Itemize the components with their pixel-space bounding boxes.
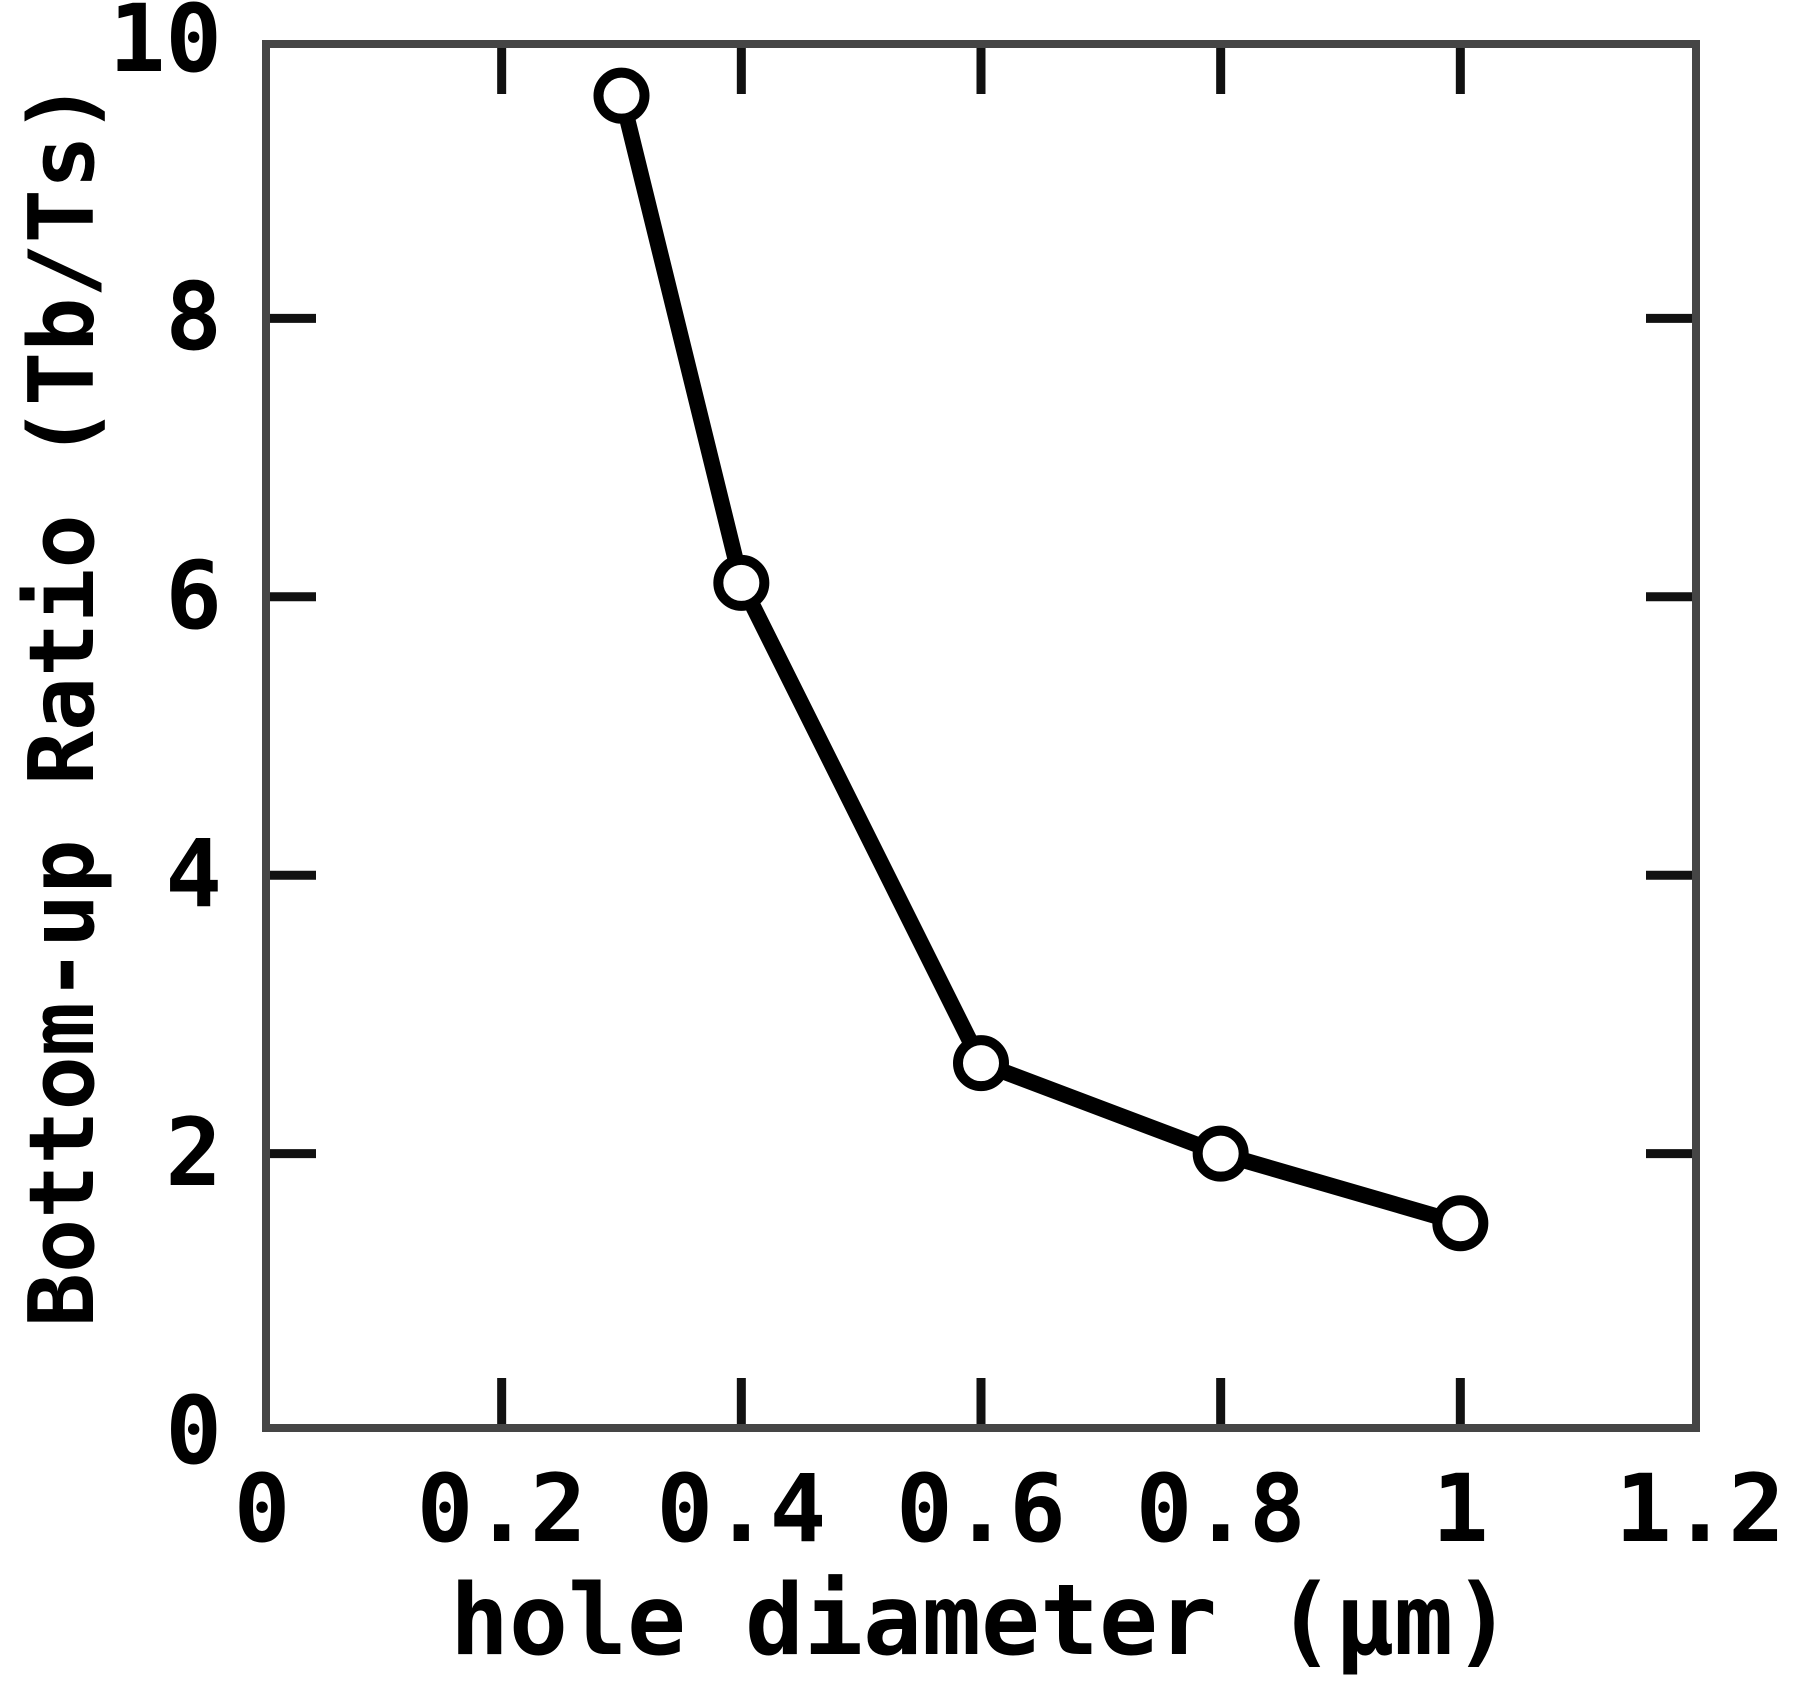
- y-tick-label: 6: [165, 541, 222, 651]
- x-tick-label: 0.6: [896, 1455, 1066, 1564]
- x-axis-title: hole diameter (μm): [449, 1564, 1513, 1678]
- x-tick-label: 0: [233, 1455, 291, 1564]
- data-point-marker: [713, 554, 770, 611]
- data-point-marker: [593, 67, 650, 124]
- y-tick-label: 2: [165, 1098, 222, 1208]
- y-tick-label: 0: [165, 1377, 222, 1486]
- x-tick-label: 1: [1432, 1455, 1489, 1564]
- data-point-marker: [1432, 1195, 1489, 1252]
- plot-border: [262, 40, 1700, 1432]
- x-tick-label: 0.4: [656, 1455, 827, 1564]
- x-tick-label: 1.2: [1615, 1455, 1785, 1564]
- x-tick-label: 0.2: [416, 1455, 587, 1564]
- x-tick-label: 0.8: [1135, 1455, 1306, 1564]
- y-tick-label: 4: [165, 820, 222, 930]
- y-tick-label: 8: [165, 263, 222, 373]
- data-point-marker: [1192, 1125, 1249, 1182]
- y-tick-label: 10: [108, 0, 222, 94]
- plot-area: [262, 40, 1700, 1432]
- data-line: [613, 93, 1463, 1231]
- chart-canvas: [262, 40, 1700, 1432]
- data-point-marker: [953, 1035, 1009, 1092]
